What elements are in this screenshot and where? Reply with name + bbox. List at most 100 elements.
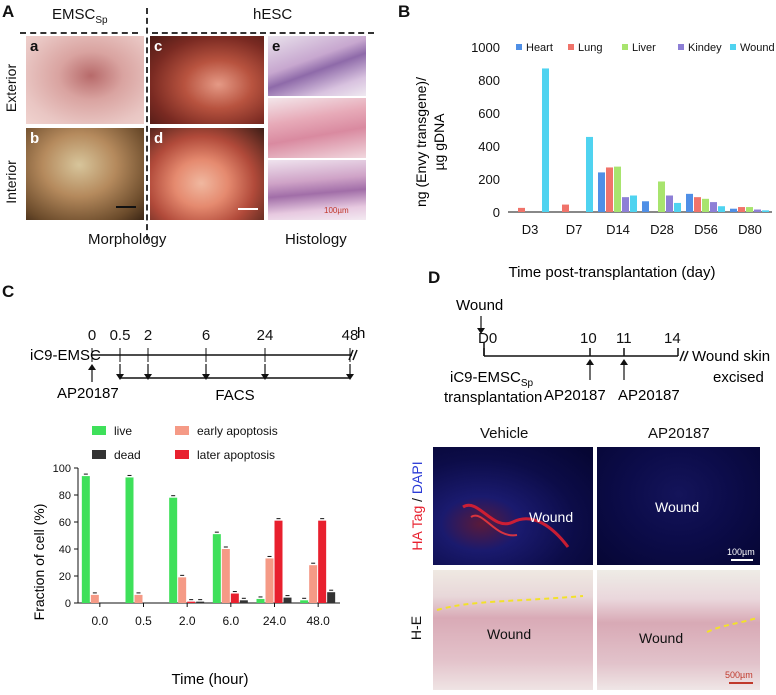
timeline-c-line-label: iC9-EMSC	[30, 347, 101, 364]
timeline-d: Wound D0 10 11 14 Wound skin excised iC9-EM…	[444, 297, 770, 406]
bar-live-2.0	[169, 497, 178, 603]
emsc-title-text: EMSC	[52, 6, 96, 23]
bar-liver-d28	[658, 181, 665, 212]
bar-heart-d14	[598, 172, 605, 212]
chart-c: Fraction of cell (%) live dead early apopt…	[31, 424, 340, 688]
timeline-c-time-3: 6	[202, 327, 210, 344]
ha-signal-trace-2	[470, 514, 518, 537]
bar-wound-skin-d7	[586, 136, 593, 212]
col-label-ap20187: AP20187	[648, 425, 710, 442]
chart-c-ytick: 80	[59, 490, 71, 502]
bar-wound-skin-d14	[630, 195, 637, 212]
emsc-title-sub: Sp	[95, 15, 108, 26]
photo-if-vehicle: Wound	[433, 447, 593, 565]
timeline-d-day-3: 14	[664, 330, 681, 347]
chart-c-ytick: 100	[53, 463, 71, 475]
sub-a: a	[30, 38, 39, 55]
bar-dead-48.0	[327, 592, 336, 603]
transplant-text: iC9-EMSC	[450, 369, 521, 386]
bar-dead-6.0	[239, 600, 248, 603]
chart-b-xtick: D56	[694, 222, 718, 237]
sub-c: c	[154, 38, 163, 55]
timeline-c-facs-arrowhead	[202, 374, 210, 380]
chart-b-axes: 0 200 400 600 800 1000 D3 D7 D14 D28 D56 D80	[471, 40, 772, 237]
bar-early-apoptosis-24.0	[265, 558, 274, 603]
legend-label-live: live	[114, 424, 132, 438]
exterior-text: Exterior	[3, 63, 19, 113]
timeline-c-time-5: 48	[342, 327, 359, 344]
bar-kindey-d14	[622, 197, 629, 212]
he-ap-overlay	[706, 617, 758, 633]
transplant-sub: Sp	[521, 378, 534, 389]
bar-dead-24.0	[283, 597, 292, 603]
he-scale-bar	[729, 682, 753, 684]
bar-live-0.0	[81, 476, 90, 603]
panel-b-label: B	[398, 2, 411, 21]
legend-swatch-kindey	[678, 44, 684, 50]
if-vehicle-overlay	[462, 503, 570, 548]
chart-b-xtick: D7	[566, 222, 583, 237]
photo-e-histology-3: 100µm	[268, 160, 366, 220]
ha-tag-text: HA Tag	[409, 505, 425, 551]
photo-e-histology-1: e	[268, 36, 366, 96]
scale-bar-b	[116, 206, 136, 208]
panel-d-label: D	[428, 268, 441, 287]
timeline-c-time-1: 0.5	[110, 327, 131, 344]
row-if-sep: /	[409, 494, 425, 506]
timeline-d-wound: Wound	[456, 297, 503, 314]
timeline-c-time-4: 24	[257, 327, 274, 344]
chart-b-legend: Heart Lung Liver Kindey Wound skin	[516, 42, 776, 54]
legend-label-lung: Lung	[578, 42, 602, 54]
legend-label-wound-skin: Wound skin	[740, 42, 776, 54]
chart-c-bars	[81, 473, 336, 603]
chart-b-ytick: 600	[478, 106, 500, 121]
legend-swatch-early-apoptosis	[175, 426, 189, 435]
chart-b-ytick: 200	[478, 172, 500, 187]
legend-swatch-dead	[92, 450, 106, 459]
timeline-c-drug-arrowhead	[88, 364, 96, 370]
bar-kindey-d28	[666, 195, 673, 212]
bar-liver-d80	[746, 207, 753, 212]
bar-live-48.0	[300, 600, 309, 603]
chart-c-xtick: 6.0	[222, 614, 239, 628]
row-label-if-text: HA Tag / DAPI	[409, 451, 425, 561]
he-vehicle-dashed-epidermis	[436, 595, 584, 611]
bar-later-apoptosis-2.0	[187, 601, 196, 603]
chart-c-ytick: 60	[59, 517, 71, 529]
bar-early-apoptosis-0.5	[134, 594, 143, 603]
timeline-d-ticks: D0 10 11 14	[478, 330, 681, 380]
timeline-c-ticks: 0 0.5 2 6 24 48	[88, 327, 359, 382]
photo-if-ap20187: Wound 100µm	[597, 447, 760, 565]
timeline-c-facs-arrowhead	[346, 374, 354, 380]
he-text: H-E	[408, 615, 424, 641]
row-label-interior: Interior	[0, 150, 22, 216]
chart-b-ylabel-line1: ng (Envy transgene)/	[413, 77, 429, 207]
emsc-group-title: EMSCSp	[52, 6, 108, 26]
chart-b-ytick: 1000	[471, 40, 500, 55]
chart-b-xtick: D14	[606, 222, 630, 237]
chart-c-ytick: 40	[59, 544, 71, 556]
he-ap-dashed-epidermis	[706, 617, 758, 633]
bar-lung-d3	[518, 207, 525, 212]
chart-b-xtick: D80	[738, 222, 762, 237]
timeline-c-assay: FACS	[215, 387, 254, 404]
bar-heart-d28	[642, 201, 649, 212]
chart-b-ytick: 0	[493, 205, 500, 220]
chart-b-ytick: 400	[478, 139, 500, 154]
bar-heart-d80	[730, 208, 737, 212]
timeline-d-drug-arrowhead-0	[586, 359, 594, 365]
timeline-d-excised-1: Wound skin	[692, 348, 770, 365]
chart-c-xtick: 24.0	[263, 614, 287, 628]
chart-b-bars	[518, 68, 769, 212]
bar-kindey-d80	[754, 209, 761, 212]
chart-b-ylabel-line2: µg gDNA	[431, 113, 447, 171]
bar-heart-d56	[686, 193, 693, 212]
timeline-d-excised-2: excised	[713, 369, 764, 386]
timeline-c: iC9-EMSC 0 0.5 2 6 24 48 h AP20187 FACS	[30, 325, 365, 404]
chart-c-legend: live dead early apoptosis later apoptosis	[92, 424, 278, 462]
legend-swatch-live	[92, 426, 106, 435]
scale-bar-d	[238, 208, 258, 210]
bar-early-apoptosis-2.0	[178, 577, 187, 603]
row-label-exterior: Exterior	[0, 60, 22, 120]
bar-wound-skin-d56	[718, 206, 725, 212]
